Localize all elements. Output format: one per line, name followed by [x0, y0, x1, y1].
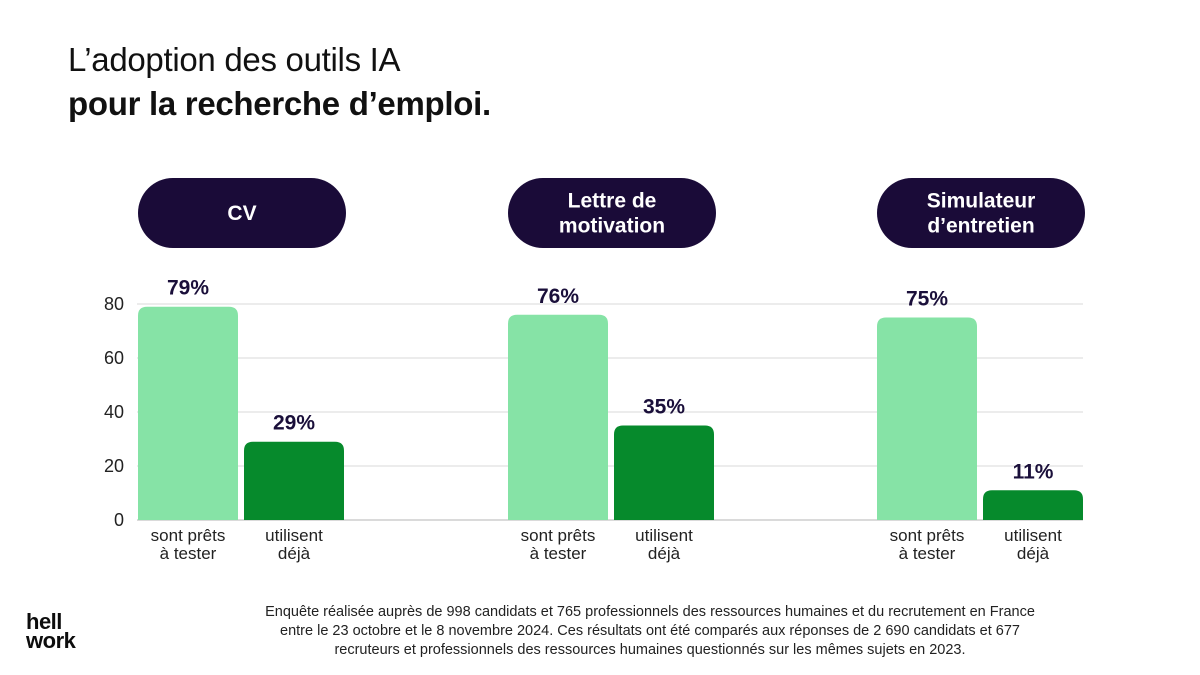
y-tick-label-60: 60 [104, 348, 124, 368]
bar-0-0 [138, 306, 238, 520]
bar-1-1 [614, 425, 714, 520]
x-label-0-1-1: déjà [278, 544, 311, 563]
y-tick-label-20: 20 [104, 456, 124, 476]
bar-2-1 [983, 490, 1083, 520]
logo-line-2a: w [26, 628, 43, 653]
group-pill-0 [138, 178, 346, 248]
x-label-0-0-0: sont prêts [151, 526, 226, 545]
bar-0-1 [244, 441, 344, 520]
group-title-0-0: CV [227, 202, 256, 225]
group-title-2-0: Simulateur [927, 190, 1036, 213]
bar-1-0 [508, 314, 608, 520]
group-pill-2 [877, 178, 1085, 248]
footnote: Enquête réalisée auprès de 998 candidats… [150, 603, 1150, 660]
group-pill-1 [508, 178, 716, 248]
x-label-1-1-0: utilisent [635, 526, 693, 545]
footnote-line-3: recruteurs et professionnels des ressour… [334, 642, 966, 658]
footnote-line-2: entre le 23 octobre et le 8 novembre 202… [280, 623, 1020, 639]
logo-line-2b: rk [55, 628, 76, 653]
title-line-2: pour la recherche d’emploi. [68, 85, 491, 122]
value-label-1-0: 76% [537, 285, 579, 308]
logo-line-2: work [26, 628, 76, 653]
hellowork-logo: hell work [26, 609, 76, 653]
x-label-1-0-0: sont prêts [521, 526, 596, 545]
bar-2-0 [877, 317, 977, 520]
x-label-0-1-0: utilisent [265, 526, 323, 545]
x-label-1-0-1: à tester [530, 544, 587, 563]
y-tick-label-0: 0 [114, 510, 124, 530]
x-label-2-1-1: déjà [1017, 544, 1050, 563]
y-tick-label-80: 80 [104, 294, 124, 314]
value-label-2-0: 75% [906, 288, 948, 311]
x-label-1-1-1: déjà [648, 544, 681, 563]
x-label-2-1-0: utilisent [1004, 526, 1062, 545]
logo-o-icon: o [42, 628, 56, 653]
footnote-line-1: Enquête réalisée auprès de 998 candidats… [265, 604, 1035, 620]
logo-line-1: hell [26, 609, 62, 634]
y-tick-label-40: 40 [104, 402, 124, 422]
x-label-2-0-1: à tester [899, 544, 956, 563]
x-label-0-0-1: à tester [160, 544, 217, 563]
group-title-1-0: Lettre de [568, 190, 657, 213]
value-label-1-1: 35% [643, 396, 685, 419]
group-title-2-1: d’entretien [927, 215, 1034, 238]
value-label-0-1: 29% [273, 412, 315, 435]
value-label-2-1: 11% [1013, 460, 1054, 483]
x-label-2-0-0: sont prêts [890, 526, 965, 545]
group-title-1-1: motivation [559, 215, 665, 238]
chart-title: L’adoption des outils IA pour la recherc… [68, 38, 491, 126]
title-line-1: L’adoption des outils IA [68, 41, 401, 78]
value-label-0-0: 79% [167, 277, 209, 300]
